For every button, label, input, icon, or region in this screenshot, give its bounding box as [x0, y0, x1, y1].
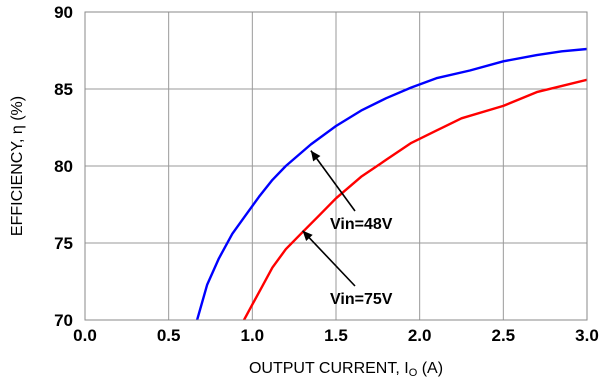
x-tick-label: 0.5 [157, 326, 181, 345]
series-layer [195, 47, 587, 320]
y-tick-labels: 70 75 80 85 90 [54, 3, 73, 330]
x-tick-labels: 0.0 0.5 1.0 1.5 2.0 2.5 3.0 [73, 326, 599, 345]
x-axis-title: OUTPUT CURRENT, IO (A) [249, 360, 443, 379]
y-tick-label: 85 [54, 80, 73, 99]
annotation-arrowhead [310, 150, 321, 162]
grid [84, 11, 588, 321]
x-tick-label: 2.5 [492, 326, 516, 345]
x-tick-label: 1.0 [241, 326, 265, 345]
x-tick-label: 3.0 [575, 326, 599, 345]
x-tick-label: 1.5 [324, 326, 348, 345]
annotation-label: Vin=75V [330, 291, 393, 308]
plot-frame [84, 11, 588, 321]
x-axis-title-main: OUTPUT CURRENT, I [249, 360, 409, 377]
annotations: Vin=48V Vin=75V [301, 150, 393, 308]
annotation-arrow [301, 230, 356, 287]
x-axis-title-subscript: O [409, 367, 418, 379]
annotation-label: Vin=48V [330, 216, 393, 233]
y-tick-label: 75 [54, 234, 73, 253]
x-tick-label: 2.0 [408, 326, 432, 345]
x-tick-label: 0.0 [73, 326, 97, 345]
x-axis-title-unit: (A) [417, 360, 443, 377]
y-tick-label: 70 [54, 311, 73, 330]
series-line-vin-75v [242, 78, 587, 320]
annotation-arrowhead [302, 230, 313, 242]
annotation-arrow [310, 150, 356, 212]
series-line-vin-48v [195, 47, 587, 320]
y-tick-label: 80 [54, 157, 73, 176]
y-axis-title: EFFICIENCY, η (%) [9, 96, 26, 236]
annotation-vin-75v: Vin=75V [301, 230, 393, 308]
y-tick-label: 90 [54, 3, 73, 22]
annotation-vin-48v: Vin=48V [310, 150, 393, 233]
